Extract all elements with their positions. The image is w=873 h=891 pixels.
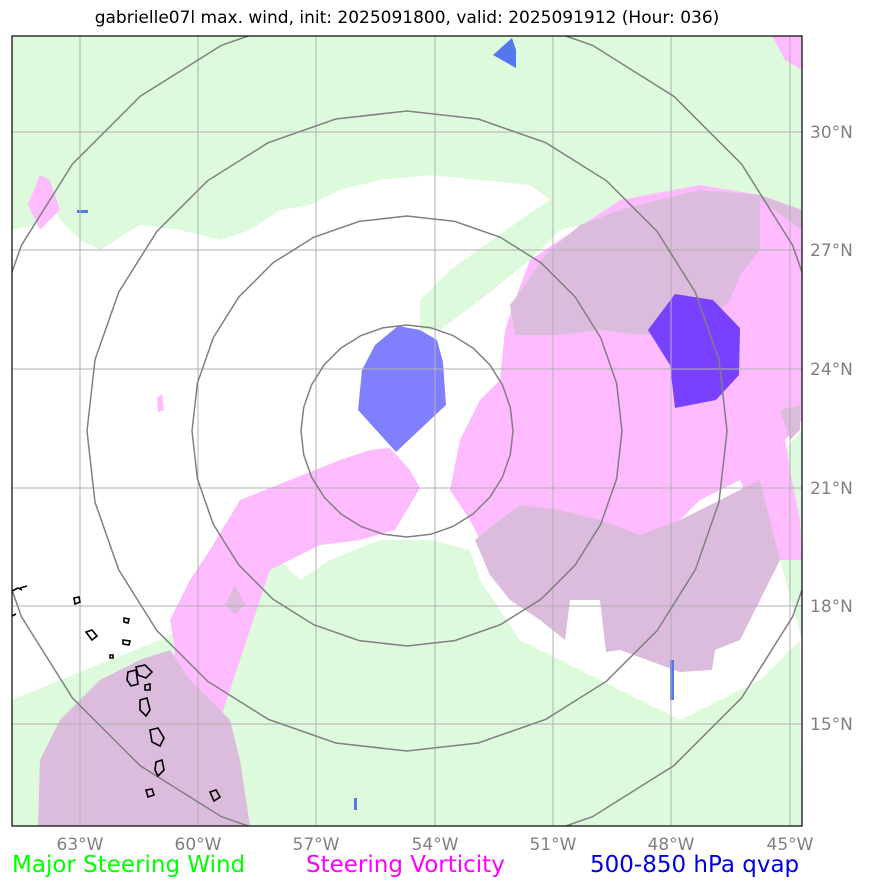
map-plot-area <box>12 36 802 826</box>
lesser-antilles-coastline <box>12 585 222 803</box>
latitude-axis-labels: 30°N 27°N 24°N 21°N 18°N 15°N <box>810 123 853 735</box>
map-title: gabrielle07l max. wind, init: 2025091800… <box>94 8 720 28</box>
lat-label-27n: 27°N <box>810 241 853 261</box>
range-ring <box>86 110 728 752</box>
lat-label-18n: 18°N <box>810 597 853 617</box>
vorticity-spot-west <box>157 394 164 412</box>
vorticity-spot-northeast <box>772 36 802 70</box>
map-frame <box>11 35 803 827</box>
lon-label-48w: 48°W <box>648 835 695 855</box>
range-ring <box>300 324 514 538</box>
lat-label-30n: 30°N <box>810 123 853 143</box>
lat-label-15n: 15°N <box>810 715 853 735</box>
legend-steering-vorticity: Steering Vorticity <box>306 852 505 878</box>
map-gridlines <box>12 36 802 826</box>
overlap-northeast <box>510 190 802 335</box>
qvap-spot-north <box>493 38 516 68</box>
overlap-spot-center <box>225 585 245 615</box>
qvap-spot-west-thin <box>77 210 88 213</box>
wind-area-north <box>12 36 802 230</box>
lon-label-60w: 60°W <box>175 835 222 855</box>
legend-steering-wind: Major Steering Wind <box>12 852 246 878</box>
lat-label-24n: 24°N <box>810 360 853 380</box>
lat-label-21n: 21°N <box>810 479 853 499</box>
wind-area-northeast <box>50 55 802 330</box>
range-ring <box>12 36 802 826</box>
wind-vorticity-overlap <box>38 190 802 826</box>
longitude-axis-labels: 63°W 60°W 57°W 54°W 51°W 48°W 45°W <box>57 835 814 855</box>
qvap-spot-south-thin <box>354 798 357 810</box>
vorticity-spot-northwest <box>28 175 60 230</box>
lon-label-57w: 57°W <box>293 835 340 855</box>
lon-label-45w: 45°W <box>767 835 814 855</box>
range-ring <box>191 215 623 647</box>
lon-label-51w: 51°W <box>530 835 577 855</box>
lon-label-63w: 63°W <box>57 835 104 855</box>
lon-label-54w: 54°W <box>412 835 459 855</box>
overlap-southeast <box>475 480 780 672</box>
overlap-southwest <box>38 650 250 826</box>
qvap-core-center <box>358 326 446 452</box>
legend-qvap: 500-850 hPa qvap <box>590 852 800 878</box>
storm-range-rings <box>12 36 802 826</box>
